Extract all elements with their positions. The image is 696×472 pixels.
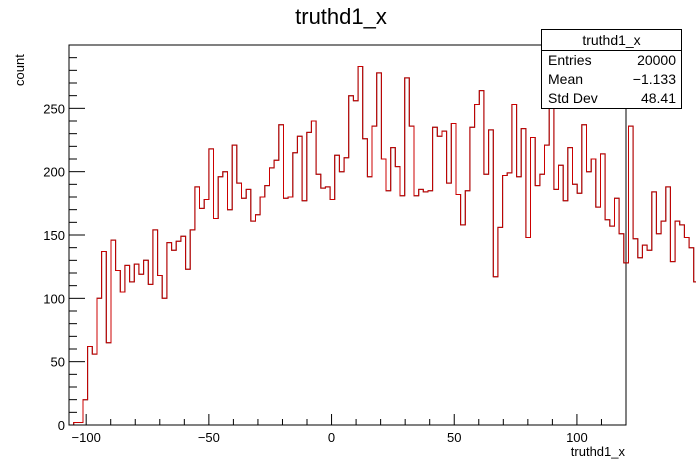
y-axis-label: count — [12, 54, 27, 86]
stats-row-stddev: Std Dev 48.41 — [542, 89, 681, 108]
y-tick-label: 100 — [43, 291, 65, 306]
histogram-series-0 — [69, 66, 696, 426]
histogram-series-1 — [69, 66, 696, 426]
x-axis-label: truthd1_x — [571, 444, 626, 459]
stats-value: 48.41 — [640, 90, 676, 106]
x-tick-label: −50 — [198, 430, 220, 445]
y-tick-label: 50 — [51, 355, 65, 370]
stats-label: Entries — [548, 52, 592, 68]
stats-label: Std Dev — [548, 90, 598, 106]
stats-row-entries: Entries 20000 — [542, 51, 681, 70]
x-tick-label: 0 — [328, 430, 335, 445]
y-tick-label: 200 — [43, 165, 65, 180]
x-tick-label: −100 — [72, 430, 101, 445]
stats-row-mean: Mean −1.133 — [542, 70, 681, 89]
axes-layer: −100 −50 0 50 100 0 50 100 150 200 250 — [43, 57, 627, 445]
y-tick-label: 250 — [43, 101, 65, 116]
stats-value: 20000 — [637, 52, 676, 68]
chart-title: truthd1_x — [295, 4, 387, 29]
stats-title: truthd1_x — [542, 30, 681, 51]
stats-label: Mean — [548, 71, 584, 87]
y-tick-label: 150 — [43, 228, 65, 243]
stats-value: −1.133 — [632, 71, 676, 87]
series-layer — [69, 66, 696, 426]
stats-box: truthd1_x Entries 20000 Mean −1.133 Std … — [541, 29, 682, 109]
x-tick-label: 50 — [447, 430, 461, 445]
x-tick-label: 100 — [566, 430, 588, 445]
y-tick-label: 0 — [58, 418, 65, 433]
